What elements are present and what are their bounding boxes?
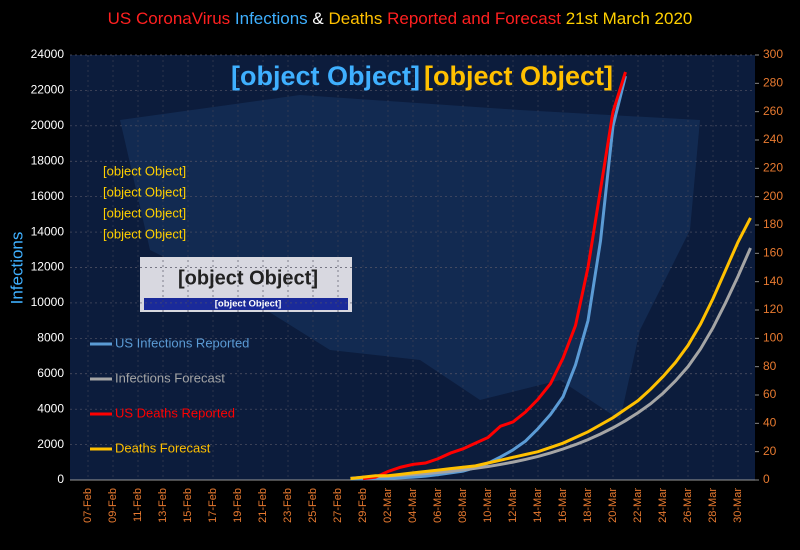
annotation: [object Object] xyxy=(424,61,613,91)
y2-tick-label: 100 xyxy=(763,331,783,345)
x-tick-label: 28-Mar xyxy=(707,488,719,523)
x-tick-label: 20-Mar xyxy=(607,488,619,523)
x-tick-label: 16-Mar xyxy=(557,488,569,523)
annotation: [object Object] xyxy=(178,267,318,289)
y-tick-label: 24000 xyxy=(31,47,65,61)
y2-tick-label: 40 xyxy=(763,416,777,430)
x-tick-label: 10-Mar xyxy=(482,488,494,523)
y-tick-label: 20000 xyxy=(31,118,65,132)
x-tick-label: 11-Feb xyxy=(132,488,144,522)
x-tick-label: 15-Feb xyxy=(182,488,194,523)
legend-label: US Infections Reported xyxy=(115,335,249,350)
y-axis-label: Infections xyxy=(7,232,26,305)
series-line xyxy=(350,217,752,481)
x-tick-label: 25-Feb xyxy=(307,488,319,523)
legend-label: Deaths Forecast xyxy=(115,440,211,455)
legend-label: Infections Forecast xyxy=(115,370,225,385)
y2-tick-label: 20 xyxy=(763,444,777,458)
x-tick-label: 22-Mar xyxy=(632,488,644,523)
title-part: Deaths xyxy=(328,9,382,28)
y2-tick-label: 200 xyxy=(763,189,783,203)
y-tick-label: 8000 xyxy=(37,331,64,345)
watermark-band xyxy=(144,298,348,310)
title-part: & xyxy=(312,9,324,28)
x-tick-label: 27-Feb xyxy=(332,488,344,523)
title-part: 21st March 2020 xyxy=(566,9,693,28)
x-tick-label: 17-Feb xyxy=(207,488,219,523)
x-tick-label: 14-Mar xyxy=(532,488,544,523)
map-shape xyxy=(120,95,700,420)
y2-tick-label: 240 xyxy=(763,132,783,146)
y2-tick-label: 280 xyxy=(763,76,783,90)
y2-tick-label: 80 xyxy=(763,359,777,373)
x-tick-label: 21-Feb xyxy=(257,488,269,523)
y2-tick-label: 120 xyxy=(763,302,783,316)
annotation: [object Object] xyxy=(215,299,282,310)
y2-tick-label: 140 xyxy=(763,274,783,288)
annotation: [object Object] xyxy=(103,226,186,241)
x-tick-label: 23-Feb xyxy=(282,488,294,523)
y-tick-label: 6000 xyxy=(37,366,64,380)
chart-title: US CoronaVirus Infections & Deaths Repor… xyxy=(108,9,693,28)
series-line xyxy=(362,71,627,481)
x-tick-label: 06-Mar xyxy=(432,488,444,523)
annotation: [object Object] xyxy=(103,184,186,199)
y2-tick-label: 0 xyxy=(763,472,770,486)
annotation: [object Object] xyxy=(231,61,420,91)
x-tick-label: 07-Feb xyxy=(82,488,94,523)
y2-tick-label: 220 xyxy=(763,161,783,175)
legend-label: US Deaths Reported xyxy=(115,405,235,420)
x-tick-label: 26-Mar xyxy=(682,488,694,523)
y2-tick-label: 180 xyxy=(763,217,783,231)
x-tick-label: 29-Feb xyxy=(357,488,369,523)
y-tick-label: 10000 xyxy=(31,295,65,309)
title-part: US CoronaVirus xyxy=(108,9,231,28)
y-tick-label: 14000 xyxy=(31,224,65,238)
series-line xyxy=(350,247,752,480)
title-part: Infections xyxy=(235,9,308,28)
x-tick-label: 12-Mar xyxy=(507,488,519,523)
y2-tick-label: 60 xyxy=(763,387,777,401)
x-tick-label: 30-Mar xyxy=(732,488,744,523)
title-part: Reported and Forecast xyxy=(387,9,561,28)
x-tick-label: 18-Mar xyxy=(582,488,594,523)
y-tick-label: 18000 xyxy=(31,153,65,167)
annotation: [object Object] xyxy=(103,205,186,220)
x-tick-label: 02-Mar xyxy=(382,488,394,523)
x-tick-label: 08-Mar xyxy=(457,488,469,523)
y-tick-label: 2000 xyxy=(37,437,64,451)
x-tick-label: 09-Feb xyxy=(107,488,119,523)
y2-tick-label: 300 xyxy=(763,47,783,61)
y-tick-label: 4000 xyxy=(37,401,64,415)
y-tick-label: 16000 xyxy=(31,189,65,203)
y-tick-label: 0 xyxy=(57,472,64,486)
x-tick-label: 04-Mar xyxy=(407,488,419,523)
x-tick-label: 13-Feb xyxy=(157,488,169,523)
x-tick-label: 19-Feb xyxy=(232,488,244,523)
y2-tick-label: 260 xyxy=(763,104,783,118)
x-tick-label: 24-Mar xyxy=(657,488,669,523)
annotation: [object Object] xyxy=(103,163,186,178)
y2-tick-label: 160 xyxy=(763,246,783,260)
y-tick-label: 12000 xyxy=(31,260,65,274)
y-tick-label: 22000 xyxy=(31,83,65,97)
